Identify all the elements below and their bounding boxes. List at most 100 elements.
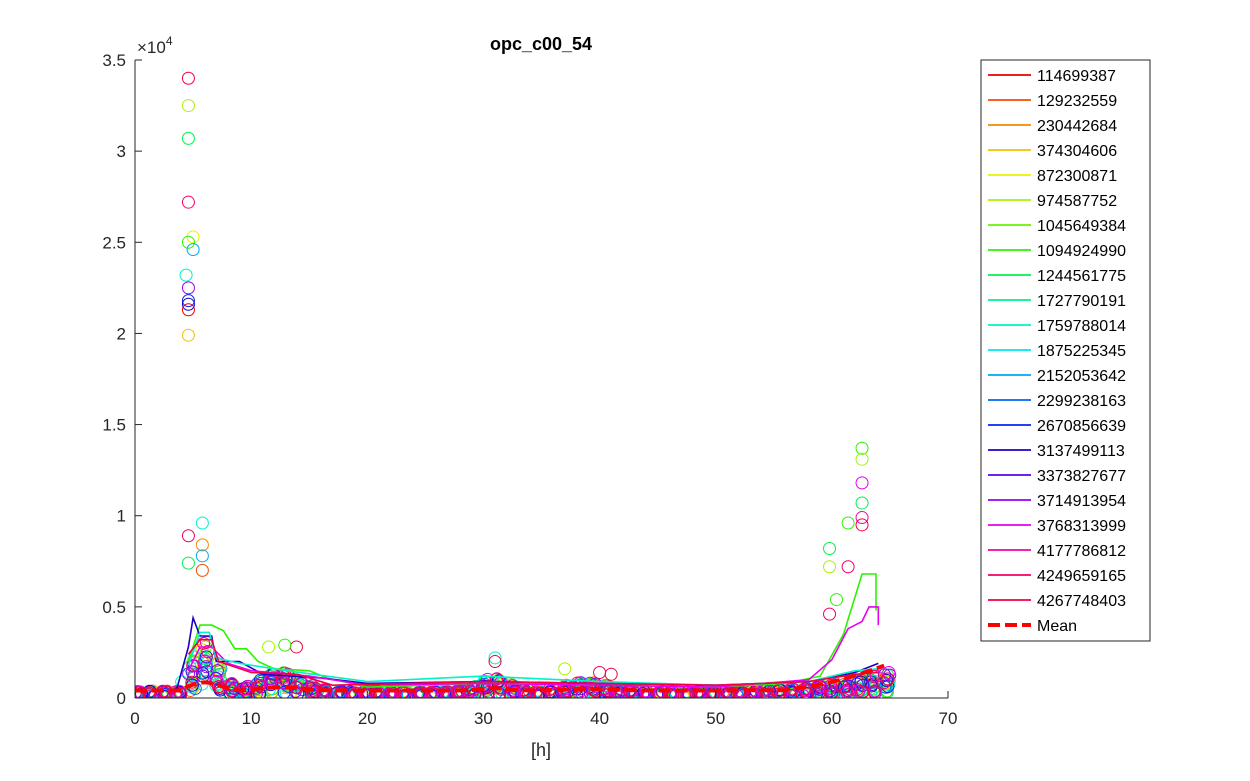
y-tick-label: 1: [117, 507, 126, 526]
scatter-point: [855, 476, 869, 490]
legend-entry: 974587752: [1037, 193, 1117, 210]
legend-entry: 3768313999: [1037, 518, 1126, 535]
scatter-point: [181, 328, 195, 342]
scatter-point: [830, 593, 844, 607]
series-line: [187, 573, 877, 688]
scatter-point: [362, 688, 376, 698]
series-lines-layer: [176, 573, 880, 690]
scatter-point: [186, 230, 200, 244]
legend-entry: 2299238163: [1037, 393, 1126, 410]
scatter-point: [181, 281, 195, 295]
legend-entry: 1759788014: [1037, 318, 1126, 335]
mean-line-layer: [135, 663, 885, 693]
scatter-point: [181, 99, 195, 113]
scatter-point: [533, 686, 547, 698]
scatter-point: [604, 667, 618, 681]
legend-entry: 2152053642: [1037, 368, 1126, 385]
scatter-point: [181, 71, 195, 85]
scatter-point: [868, 684, 882, 698]
scatter-point: [839, 683, 853, 697]
scatter-point: [253, 678, 267, 692]
chart-title: opc_c00_54: [490, 34, 592, 54]
y-tick-label: 2: [117, 324, 126, 343]
legend-entry: 4249659165: [1037, 568, 1126, 585]
scatter-point: [186, 243, 200, 257]
scatter-point: [682, 689, 696, 698]
scatter-point: [181, 297, 195, 311]
scatter-point: [557, 680, 571, 694]
scatter-point: [856, 684, 870, 698]
scatter-point: [877, 676, 891, 690]
scatter-point: [488, 651, 502, 665]
scatter-point: [186, 659, 200, 673]
scatter-point: [289, 640, 303, 654]
scatter-point: [558, 662, 572, 676]
x-tick-label: 60: [822, 709, 841, 728]
scatter-point: [277, 685, 291, 698]
scatter-point: [823, 560, 837, 574]
scatter-point: [596, 687, 610, 698]
scatter-point: [866, 670, 880, 684]
scatter-point: [135, 686, 146, 698]
scatter-point: [195, 538, 209, 552]
legend-entry: 4267748403: [1037, 593, 1126, 610]
scatter-point: [278, 638, 292, 652]
y-tick-label: 0: [117, 689, 126, 708]
legend-entry: 1094924990: [1037, 243, 1126, 260]
scatter-point: [881, 672, 895, 686]
scatter-point: [335, 687, 349, 698]
scatter-point: [855, 511, 869, 525]
legend-entry: 872300871: [1037, 168, 1117, 185]
scatter-point: [187, 668, 201, 682]
x-tick-label: 10: [242, 709, 261, 728]
scatter-point: [855, 496, 869, 510]
scatter-point: [181, 235, 195, 249]
x-tick-label: 30: [474, 709, 493, 728]
scatter-point: [855, 518, 869, 532]
scatter-point: [855, 441, 869, 455]
legend-entry: 1045649384: [1037, 218, 1126, 235]
scatter-point: [359, 687, 373, 698]
series-line: [187, 606, 880, 688]
scatter-point: [488, 655, 502, 669]
legend-entry: 4177786812: [1037, 543, 1126, 560]
scatter-point: [382, 687, 396, 698]
scatter-point: [652, 686, 666, 698]
scatter-point: [583, 686, 597, 698]
scatter-point: [841, 560, 855, 574]
legend-entry: 374304606: [1037, 143, 1117, 160]
legend-entry: 3714913954: [1037, 493, 1126, 510]
scatter-point: [837, 680, 851, 694]
scatter-point: [262, 640, 276, 654]
scatter-point: [748, 686, 762, 698]
scatter-point: [812, 687, 826, 698]
x-axis-label: [h]: [531, 740, 551, 760]
scatter-point: [614, 688, 628, 698]
y-tick-label: 2.5: [102, 233, 126, 252]
scatter-point: [823, 542, 837, 556]
scatter-point: [185, 665, 199, 679]
legend: 114699387 129232559 230442684 374304606 8723…: [980, 59, 1151, 642]
scatter-point: [481, 672, 495, 686]
scatter-point: [181, 195, 195, 209]
scatter-point: [185, 675, 199, 689]
scatter-point: [413, 687, 427, 698]
scatter-point: [241, 685, 255, 698]
scatter-point: [181, 303, 195, 317]
scatter-point: [800, 687, 814, 698]
scatter-point: [783, 688, 797, 698]
scatter-point: [850, 682, 864, 696]
scatter-point: [415, 686, 429, 698]
scatter-point: [429, 688, 443, 698]
y-tick-label: 3: [117, 142, 126, 161]
y-tick-label: 1.5: [102, 416, 126, 435]
scatter-point: [825, 686, 839, 698]
legend-entry: 114699387: [1037, 68, 1116, 85]
scatter-layer: [135, 71, 897, 698]
legend-entry: 129232559: [1037, 93, 1117, 110]
x-tick-label: 50: [706, 709, 725, 728]
scatter-point: [841, 516, 855, 530]
legend-entry: 3373827677: [1037, 468, 1126, 485]
y-tick-label: 0.5: [102, 598, 126, 617]
x-tick-label: 0: [130, 709, 139, 728]
